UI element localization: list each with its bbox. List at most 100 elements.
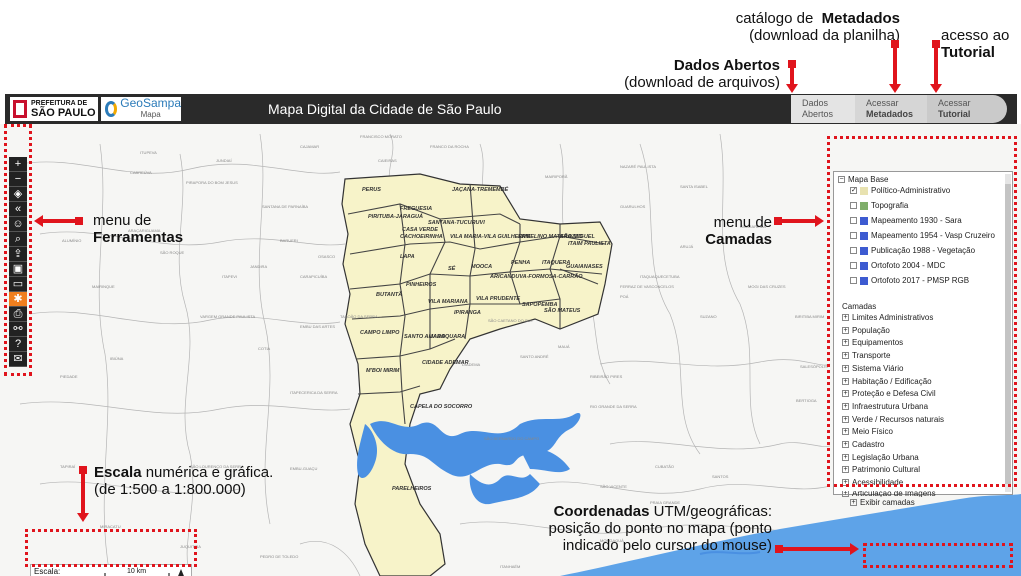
base-map-item[interactable]: Publicação 1988 - Vegetação — [850, 246, 975, 255]
layer-group-item[interactable]: + Articulação de Imagens — [842, 490, 936, 497]
layer-group-item[interactable]: + Transporte — [842, 351, 890, 360]
mapa-base-header[interactable]: − Mapa Base — [838, 175, 889, 184]
zoom-out-button[interactable]: − — [9, 172, 27, 187]
base-map-item[interactable]: Topografia — [850, 201, 908, 210]
layers-button[interactable]: ◈ — [9, 187, 27, 202]
share-button[interactable]: ⚯ — [9, 322, 27, 337]
measure-button[interactable]: ▭ — [9, 277, 27, 292]
arrow-head — [786, 84, 798, 93]
checkbox-icon[interactable] — [850, 247, 857, 254]
expand-icon[interactable]: + — [842, 453, 849, 461]
label-cabreuva: CABREÚVA — [130, 170, 152, 175]
expand-icon[interactable]: + — [842, 390, 849, 398]
checkbox-icon[interactable] — [850, 202, 857, 209]
expand-icon[interactable]: + — [842, 339, 849, 347]
layer-group-item[interactable]: + Sistema Viário — [842, 364, 903, 373]
label-francisco-morato: FRANCISCO MORATO — [360, 134, 402, 139]
checkbox-icon[interactable] — [850, 262, 857, 269]
label-salesopolis: SALESÓPOLIS — [800, 364, 828, 369]
expand-icon[interactable]: + — [842, 364, 849, 372]
layer-swatch-icon — [860, 231, 868, 240]
layers-scrollbar-thumb[interactable] — [1005, 184, 1011, 484]
layer-group-item[interactable]: + Habitação / Edificação — [842, 377, 932, 386]
collapse-button[interactable]: « — [9, 202, 27, 217]
layer-group-item[interactable]: + Cadastro — [842, 440, 884, 449]
label-guarulhos: GUARULHOS — [620, 204, 646, 209]
base-map-item[interactable]: ✓ Político-Administrativo — [850, 186, 950, 195]
highlight-scale — [25, 529, 197, 567]
layer-group-label: Verde / Recursos naturais — [852, 414, 945, 424]
save-button[interactable]: ▣ — [9, 262, 27, 277]
upload-button[interactable]: ⇪ — [9, 247, 27, 262]
label-sao-vicente: SÃO VICENTE — [600, 484, 627, 489]
layer-group-label: Legislação Urbana — [852, 452, 919, 462]
layer-group-item[interactable]: + Legislação Urbana — [842, 453, 919, 462]
dados-abertos-button[interactable]: Dados Abertos — [791, 95, 861, 123]
layer-group-item[interactable]: + Equipamentos — [842, 338, 903, 347]
label-sapopemba: SAPOPEMBA — [522, 302, 558, 308]
label-freguesia: FREGUESIA — [400, 206, 433, 212]
subprefeitura-borders — [347, 183, 606, 425]
base-map-item[interactable]: Mapeamento 1930 - Sara — [850, 216, 962, 225]
label-vila-maria: VILA MARIA-VILA GUILHERME — [450, 234, 531, 240]
print-button[interactable]: ⎙ — [9, 307, 27, 322]
layer-group-item[interactable]: + Infraestrutura Urbana — [842, 402, 928, 411]
base-map-item[interactable]: Ortofoto 2017 - PMSP RGB — [850, 276, 969, 285]
annotation-coordenadas: Coordenadas UTM/geográficas: posição do … — [548, 503, 773, 554]
map-canvas[interactable]: PERUS JAÇANA-TREMEMBÉ PIRITUBA-JARAGUÁ F… — [0, 124, 1021, 576]
expand-icon[interactable]: + — [842, 402, 849, 410]
expand-icon[interactable]: + — [842, 415, 849, 423]
expand-icon[interactable]: + — [842, 326, 849, 334]
layer-group-item[interactable]: + Meio Físico — [842, 427, 893, 436]
checkbox-icon[interactable] — [850, 232, 857, 239]
prefeitura-logo[interactable]: PREFEITURA DE SÃO PAULO — [10, 97, 98, 121]
arrow-dot — [891, 40, 899, 48]
layer-group-item[interactable]: + População — [842, 326, 890, 335]
search-button[interactable]: ⌕ — [9, 232, 27, 247]
expand-icon[interactable]: + — [842, 377, 849, 385]
expand-icon[interactable]: + — [842, 352, 849, 360]
expand-icon[interactable]: + — [842, 441, 849, 448]
layer-swatch-icon — [860, 276, 868, 285]
layers-panel: − Mapa Base ✓ Político-Administrativo Topo… — [833, 171, 1013, 507]
base-map-item[interactable]: Mapeamento 1954 - Vasp Cruzeiro — [850, 231, 995, 240]
arrow-line — [790, 66, 794, 85]
tutorial-button[interactable]: Acessar Tutorial — [927, 95, 1007, 123]
tools-menu: + − ◈ «☺ ⌕ ⇪ ▣ ▭ ✱ ⎙ ⚯? ✉ — [9, 157, 27, 367]
label-miracatu: MIRACATU — [100, 524, 121, 529]
layer-group-label: Sistema Viário — [852, 363, 904, 373]
layer-group-label: Patrimonio Cultural — [852, 465, 921, 475]
expand-icon[interactable]: + — [842, 490, 849, 497]
label-itanhaem: ITANHAÉM — [500, 564, 521, 569]
label-ipiranga: IPIRANGA — [454, 310, 481, 316]
label-osasco: OSASCO — [318, 254, 336, 259]
checkbox-icon[interactable] — [850, 277, 857, 284]
zoom-in-button[interactable]: + — [9, 157, 27, 172]
metadados-button[interactable]: Acessar Metadados — [855, 95, 937, 123]
expand-icon[interactable]: + — [842, 314, 849, 321]
street-view-button[interactable]: ☺ — [9, 217, 27, 232]
layer-group-item[interactable]: + Verde / Recursos naturais — [842, 415, 944, 424]
geosampa-logo[interactable]: GeoSampa Mapa — [101, 97, 181, 121]
label-vila-prudente: VILA PRUDENTE — [476, 296, 521, 302]
expand-icon[interactable]: + — [842, 428, 849, 436]
expand-icon[interactable]: + — [842, 466, 849, 474]
label-mooca: MOOCA — [471, 264, 493, 270]
checkbox-icon[interactable]: ✓ — [850, 187, 857, 194]
layer-group-item[interactable]: + Limites Administrativos — [842, 313, 933, 322]
layer-group-item[interactable]: + Patrimonio Cultural — [842, 465, 920, 474]
checkbox-icon[interactable] — [850, 217, 857, 224]
base-map-label: Publicação 1988 - Vegetação — [871, 246, 976, 255]
arrow-line — [893, 46, 897, 85]
email-button[interactable]: ✉ — [9, 352, 27, 367]
label-ermelino: ERMELINO MATARAZZO — [518, 234, 583, 240]
base-map-item[interactable]: Ortofoto 2004 - MDC — [850, 261, 945, 270]
collapse-icon[interactable]: − — [838, 176, 845, 183]
label-cidade-ademar: CIDADE ADEMAR — [422, 360, 469, 366]
camadas-header: Camadas — [842, 302, 877, 311]
settings-button[interactable]: ✱ — [9, 292, 27, 307]
layer-group-item[interactable]: + Proteção e Defesa Civil — [842, 389, 936, 398]
layer-group-label: Meio Físico — [852, 427, 893, 437]
exibir-camadas-button[interactable]: + Exibir camadas — [850, 498, 915, 507]
help-button[interactable]: ? — [9, 337, 27, 352]
